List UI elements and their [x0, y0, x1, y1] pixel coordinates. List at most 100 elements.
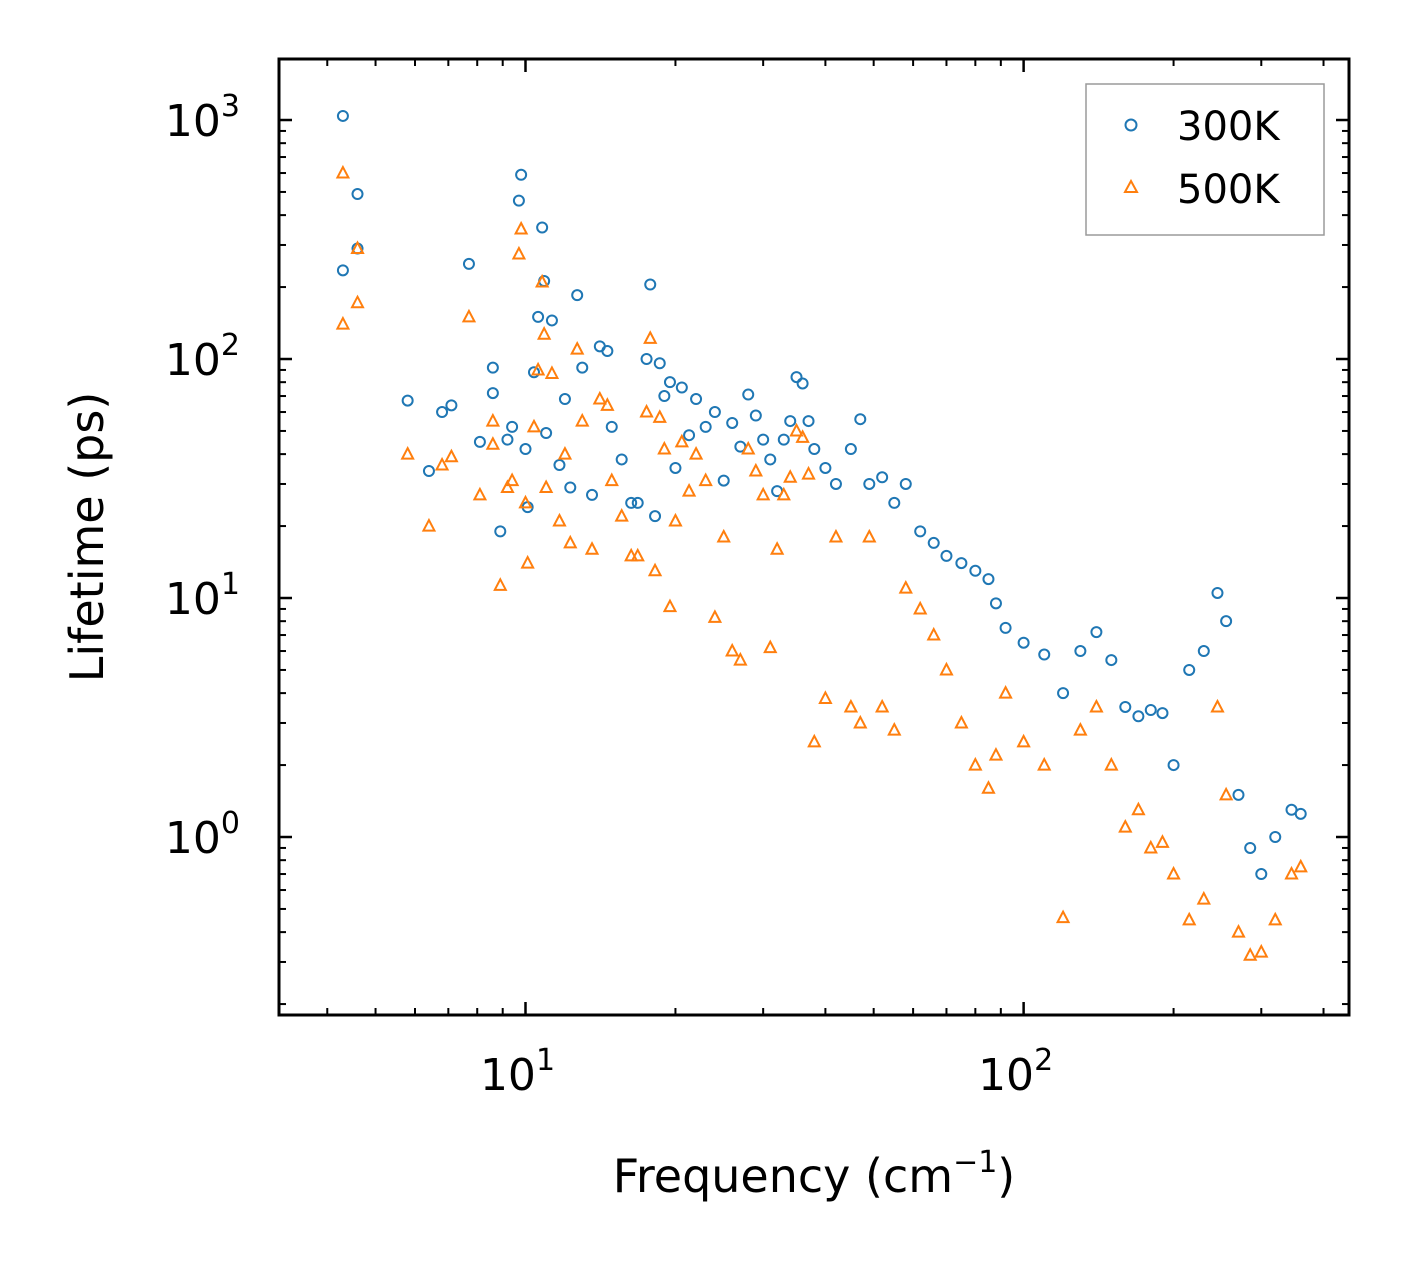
data-point-500k — [1118, 818, 1133, 833]
data-point-500k — [500, 479, 515, 493]
x-axis-title-exponent: −1 — [953, 1145, 997, 1180]
data-point-500k — [926, 626, 941, 641]
data-point-300k — [790, 371, 803, 384]
y-tick-label: 102 — [165, 328, 240, 386]
data-point-500k — [668, 512, 683, 527]
data-point-300k — [784, 415, 797, 428]
data-point-300k — [819, 461, 832, 474]
data-point-300k — [519, 443, 532, 456]
data-point-300k — [1105, 654, 1118, 667]
data-point-500k — [756, 486, 771, 501]
data-point-300k — [914, 525, 927, 538]
legend-box — [1085, 83, 1325, 236]
data-point-300k — [351, 188, 364, 201]
data-point-300k — [690, 393, 703, 406]
data-point-500k — [1166, 865, 1181, 880]
x-tick-label-exponent: 2 — [1034, 1043, 1053, 1078]
x-axis-title-end: ) — [997, 1149, 1015, 1203]
data-point-300k — [888, 496, 901, 509]
data-point-500k — [674, 433, 689, 448]
data-point-300k — [553, 459, 566, 472]
data-point-300k — [1132, 710, 1145, 723]
data-point-500k — [1143, 839, 1158, 854]
plot-frame — [277, 57, 1351, 1017]
data-point-300k — [708, 406, 721, 419]
data-point-500k — [1284, 865, 1299, 880]
y-tick-label-base: 10 — [165, 813, 221, 864]
data-point-500k — [570, 340, 585, 355]
data-point-500k — [828, 528, 844, 543]
data-point-300k — [899, 477, 912, 490]
data-point-300k — [1183, 663, 1196, 676]
data-point-500k — [1182, 911, 1197, 926]
data-point-500k — [1254, 943, 1269, 958]
data-point-500k — [552, 512, 567, 527]
data-point-300k — [462, 257, 475, 270]
data-point-500k — [853, 714, 868, 729]
data-point-300k — [1255, 868, 1268, 881]
data-point-500k — [493, 577, 508, 591]
data-point-500k — [421, 517, 437, 532]
x-tick-label-base: 10 — [978, 1050, 1034, 1101]
data-point-300k — [777, 433, 790, 446]
data-point-500k — [1268, 911, 1283, 926]
data-point-300k — [1144, 703, 1157, 716]
y-tick-label-exponent: 3 — [221, 89, 240, 124]
x-tick-label: 102 — [978, 1043, 1053, 1101]
data-point-300k — [854, 413, 867, 426]
data-point-500k — [1016, 733, 1031, 748]
data-point-300k — [527, 366, 540, 379]
data-point-300k — [576, 361, 589, 374]
data-point-500k — [526, 418, 542, 433]
data-point-500k — [769, 541, 785, 555]
data-point-500k — [795, 429, 810, 443]
data-point-300k — [808, 443, 821, 456]
data-point-300k — [1269, 831, 1282, 844]
data-point-300k — [649, 510, 662, 523]
data-point-500k — [998, 684, 1013, 699]
data-point-500k — [584, 541, 600, 555]
data-point-500k — [1155, 834, 1170, 848]
data-point-500k — [604, 472, 619, 487]
data-point-300k — [1057, 687, 1070, 700]
data-point-500k — [898, 579, 913, 594]
data-point-300k — [473, 435, 486, 448]
data-point-300k — [1197, 645, 1210, 658]
data-point-300k — [494, 525, 507, 538]
data-point-500k — [741, 440, 756, 455]
data-point-300k — [515, 168, 528, 181]
data-point-300k — [506, 420, 519, 433]
data-point-300k — [540, 427, 553, 440]
data-point-300k — [422, 464, 435, 477]
data-point-300k — [625, 496, 638, 509]
x-tick-label-exponent: 1 — [536, 1043, 555, 1078]
data-point-300k — [1038, 648, 1051, 661]
data-point-500k — [789, 422, 804, 437]
data-point-500k — [1196, 890, 1211, 905]
data-point-500k — [461, 308, 477, 323]
data-point-300k — [658, 390, 671, 403]
x-tick-label: 101 — [480, 1043, 555, 1101]
data-point-300k — [445, 399, 458, 412]
y-axis-title: Lifetime (ps) — [60, 392, 114, 683]
data-point-300k — [336, 264, 349, 277]
data-point-300k — [605, 420, 618, 433]
y-tick-label: 100 — [165, 806, 240, 864]
data-point-500k — [662, 598, 678, 613]
data-point-300k — [749, 409, 762, 422]
data-point-500k — [1243, 947, 1258, 961]
data-point-500k — [1131, 801, 1146, 816]
data-point-300k — [1156, 707, 1169, 720]
data-point-500k — [1037, 756, 1052, 771]
data-point-500k — [1210, 698, 1225, 713]
data-point-500k — [1231, 923, 1246, 938]
data-point-300k — [653, 357, 666, 370]
data-point-300k — [1074, 645, 1087, 658]
data-point-300k — [571, 289, 584, 302]
data-point-300k — [644, 278, 657, 291]
data-point-500k — [1089, 698, 1104, 713]
legend-marker-500k — [1123, 178, 1139, 193]
data-point-500k — [350, 240, 365, 254]
data-point-300k — [999, 621, 1012, 634]
